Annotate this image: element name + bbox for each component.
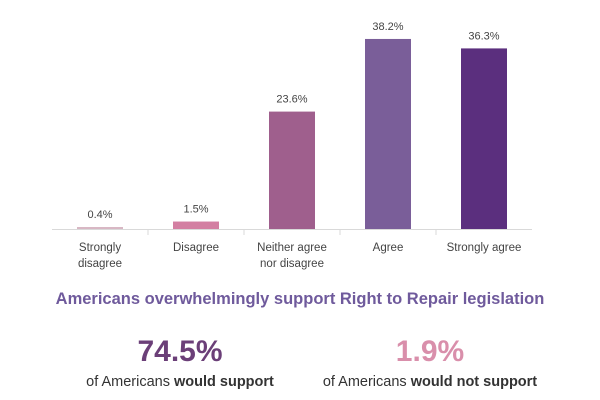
value-label-2: 23.6% xyxy=(276,94,307,106)
category-label-0-0: Strongly xyxy=(79,242,121,254)
headline: Americans overwhelmingly support Right t… xyxy=(55,290,545,308)
oppose-caption-bold: would not support xyxy=(410,374,538,390)
bar-2 xyxy=(269,111,315,229)
oppose-value: 1.9% xyxy=(395,335,465,368)
bar-0 xyxy=(77,227,123,229)
bar-1 xyxy=(173,221,219,229)
oppose-caption-prefix: of Americans xyxy=(322,374,411,390)
survey-bar-chart: 0.4% Strongly disagree 1.5% Disagree 23.6% Nei… xyxy=(52,21,532,270)
category-label-2-0: Neither agree xyxy=(257,242,327,254)
support-caption: of Americans would support xyxy=(80,374,280,390)
category-label-0-1: disagree xyxy=(78,258,122,270)
oppose-caption: of Americans would not support xyxy=(300,374,560,390)
oppose-stat: 1.9% of Americans would not support xyxy=(300,334,560,390)
support-stat: 74.5% of Americans would support xyxy=(80,334,280,390)
category-label-4-0: Strongly agree xyxy=(447,242,522,254)
value-label-0: 0.4% xyxy=(87,209,112,221)
support-caption-bold: would support xyxy=(173,374,274,390)
bar-4 xyxy=(461,48,507,229)
value-label-1: 1.5% xyxy=(183,204,208,216)
category-label-2-1: nor disagree xyxy=(260,258,324,270)
value-label-3: 38.2% xyxy=(372,21,403,33)
category-label-3-0: Agree xyxy=(373,242,404,254)
category-label-1-0: Disagree xyxy=(173,242,219,254)
support-caption-prefix: of Americans xyxy=(86,374,174,390)
bar-3 xyxy=(365,38,411,229)
support-value: 74.5% xyxy=(137,335,223,368)
value-label-4: 36.3% xyxy=(468,30,499,42)
